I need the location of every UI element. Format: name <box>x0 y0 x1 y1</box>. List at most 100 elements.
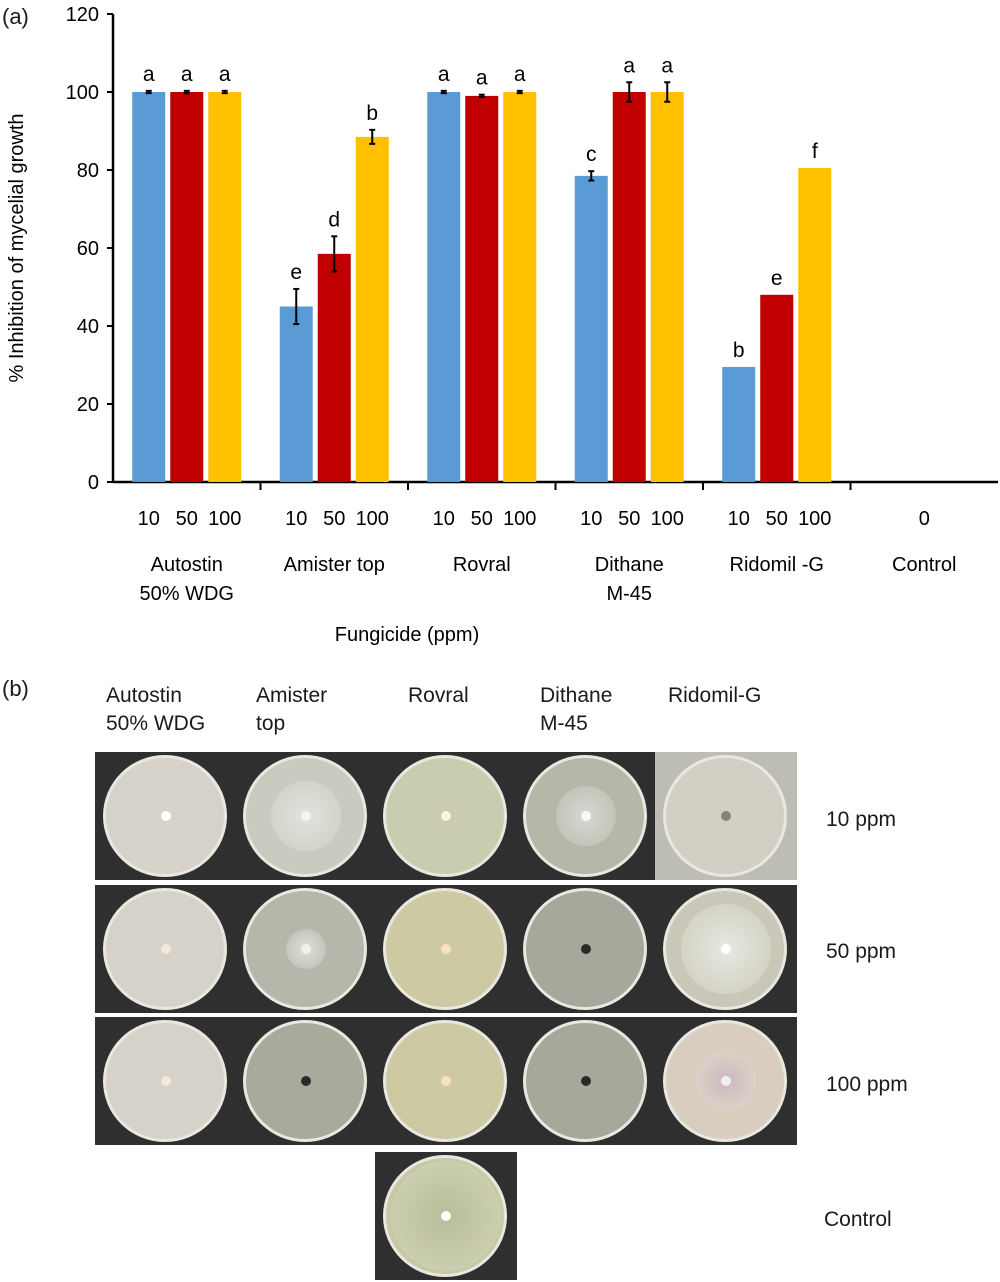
significance-letter: b <box>733 339 745 362</box>
y-tick-label: 40 <box>77 316 99 338</box>
panel-b-label: (b) <box>2 676 29 701</box>
plate-row-100ppm: 100 ppm <box>826 1073 908 1096</box>
group-label: M-45 <box>606 583 652 605</box>
bar <box>465 95 499 483</box>
plate-control <box>375 1152 517 1280</box>
significance-letter: a <box>143 63 155 86</box>
plate-column-dithane: Dithane M-45 <box>540 684 613 735</box>
significance-letter: b <box>366 102 378 125</box>
plate-100ppm-col1 <box>95 1017 237 1145</box>
bar <box>798 168 832 483</box>
mycelial-plug <box>721 811 731 821</box>
mycelial-plug <box>721 944 731 954</box>
plate-column-amister: Amister top <box>256 684 328 735</box>
bar <box>503 92 537 482</box>
plate-50ppm-col2 <box>235 885 377 1013</box>
bar <box>427 92 461 482</box>
mycelial-plug <box>441 1076 451 1086</box>
y-axis-title: % Inhibition of mycelial growth <box>6 113 28 382</box>
group-label: Amister top <box>284 554 385 576</box>
petri-dish <box>523 1020 647 1142</box>
group-label: Rovral <box>453 554 511 576</box>
dose-tick-label: 100 <box>798 508 831 530</box>
bar <box>574 175 608 482</box>
bar <box>132 92 166 482</box>
plate-100ppm-col4 <box>515 1017 657 1145</box>
dose-tick-label: 50 <box>176 508 198 530</box>
mycelial-plug <box>441 944 451 954</box>
group-label: Control <box>892 554 956 576</box>
significance-letter: a <box>661 54 673 77</box>
mycelial-plug <box>581 944 591 954</box>
mycelial-plug <box>161 944 171 954</box>
bar <box>355 136 389 482</box>
significance-letter: a <box>438 63 450 86</box>
plate-100ppm-col3 <box>375 1017 517 1145</box>
plate-50ppm-col5 <box>655 885 797 1013</box>
y-tick-label: 0 <box>88 472 99 494</box>
plate-100ppm-col5 <box>655 1017 797 1145</box>
significance-letter: a <box>476 67 488 90</box>
plate-10ppm-col3 <box>375 752 517 880</box>
dose-tick-label: 10 <box>433 508 455 530</box>
dose-tick-label: 100 <box>356 508 389 530</box>
y-tick-label: 100 <box>66 82 99 104</box>
petri-dish <box>243 755 367 877</box>
plate-50ppm-col1 <box>95 885 237 1013</box>
plate-column-rovral: Rovral <box>408 684 469 707</box>
bar <box>722 366 756 482</box>
bar <box>612 92 646 482</box>
group-label: 50% WDG <box>140 583 234 605</box>
significance-letter: c <box>586 143 597 166</box>
mycelial-plug <box>581 811 591 821</box>
significance-letter: a <box>623 54 635 77</box>
dose-tick-label: 50 <box>323 508 345 530</box>
mycelial-plug <box>161 811 171 821</box>
bar <box>760 294 794 482</box>
dose-tick-label: 50 <box>618 508 640 530</box>
group-label: Ridomil -G <box>730 554 824 576</box>
mycelial-plug <box>441 811 451 821</box>
significance-letter: a <box>219 63 231 86</box>
plate-50ppm-col3 <box>375 885 517 1013</box>
y-tick-label: 20 <box>77 394 99 416</box>
group-label: Dithane <box>595 554 664 576</box>
mycelial-plug <box>721 1076 731 1086</box>
significance-letter: f <box>812 140 818 163</box>
plate-row-control: Control <box>824 1208 892 1231</box>
significance-letter: a <box>181 63 193 86</box>
dose-tick-label: 100 <box>651 508 684 530</box>
dose-tick-label: 10 <box>728 508 750 530</box>
group-label: Autostin <box>151 554 223 576</box>
plate-10ppm-col1 <box>95 752 237 880</box>
bar <box>650 92 684 482</box>
dose-tick-label: 10 <box>580 508 602 530</box>
significance-letter: e <box>290 261 302 284</box>
mycelial-plug <box>301 944 311 954</box>
bar <box>317 253 351 482</box>
plate-row-10ppm: 10 ppm <box>826 808 897 831</box>
plate-50ppm-col4 <box>515 885 657 1013</box>
mycelial-plug <box>581 1076 591 1086</box>
mycelial-plug <box>301 811 311 821</box>
significance-letter: a <box>514 63 526 86</box>
plate-10ppm-col4 <box>515 752 657 880</box>
bar <box>279 306 313 482</box>
mycelial-plug <box>441 1211 451 1221</box>
panel-a-label: (a) <box>2 4 29 29</box>
plate-row-50ppm: 50 ppm <box>826 940 897 963</box>
plate-column-ridomil: Ridomil-G <box>668 684 762 707</box>
mycelial-plug <box>161 1076 171 1086</box>
dose-tick-label: 50 <box>766 508 788 530</box>
plate-10ppm-col2 <box>235 752 377 880</box>
significance-letter: d <box>328 208 340 231</box>
dose-tick-label: 50 <box>471 508 493 530</box>
plate-column-autostin: Autostin 50% WDG <box>106 684 206 735</box>
dose-tick-label: 10 <box>138 508 160 530</box>
dose-tick-label: 10 <box>285 508 307 530</box>
dose-tick-label: 0 <box>919 508 930 530</box>
dose-tick-label: 100 <box>208 508 241 530</box>
y-tick-label: 60 <box>77 238 99 260</box>
dose-tick-label: 100 <box>503 508 536 530</box>
